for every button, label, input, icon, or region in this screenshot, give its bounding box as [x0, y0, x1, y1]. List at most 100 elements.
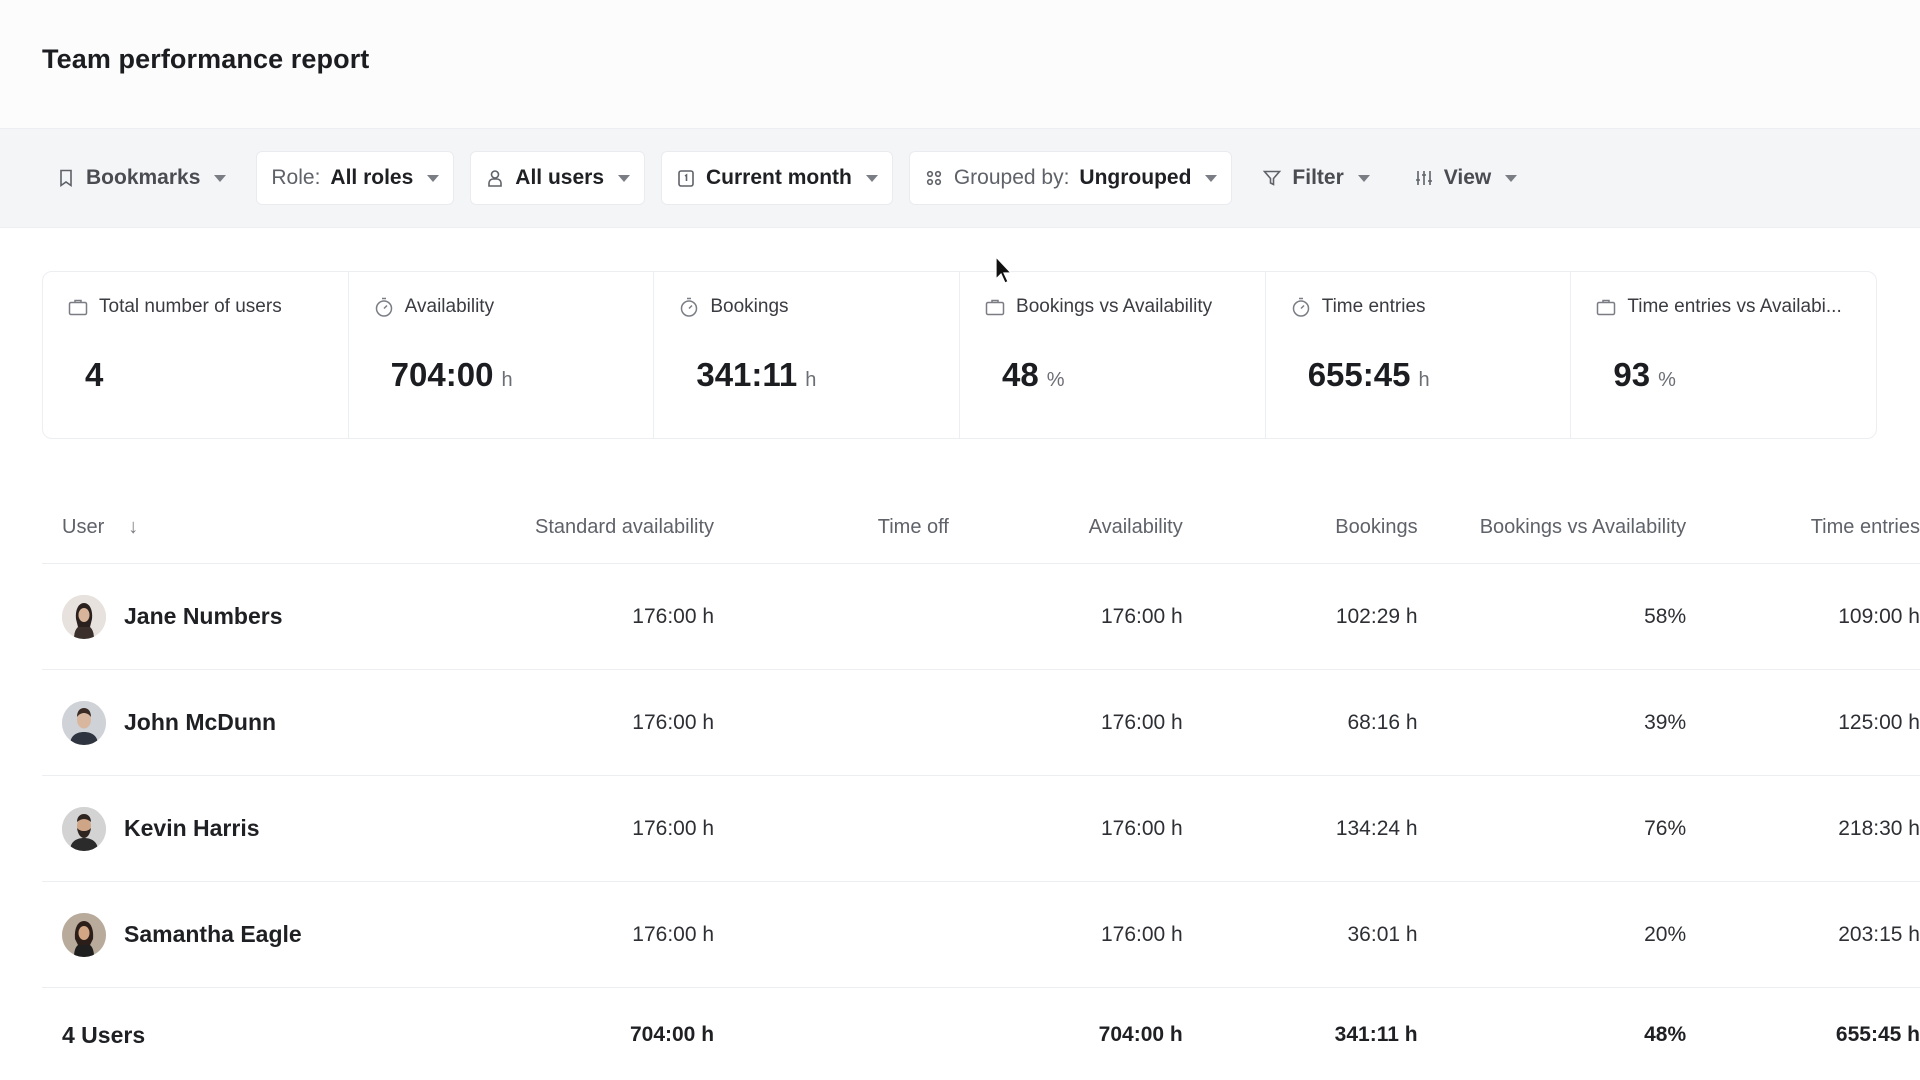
table-total-row: 4 Users 704:00 h 704:00 h 341:11 h 48% 6… [42, 988, 1920, 1080]
stat-card-availability: Availability 704:00 h [349, 272, 655, 438]
bookmark-icon [56, 168, 76, 188]
table-row[interactable]: Kevin Harris 176:00 h 176:00 h 134:24 h … [42, 776, 1920, 882]
bookings-vs-availability-cell: 20% [1644, 922, 1687, 946]
bookmarks-label: Bookmarks [86, 166, 201, 189]
availability-cell: 176:00 h [1100, 604, 1183, 628]
filter-label: Filter [1292, 166, 1344, 189]
table-header: User ↓ Standard availability Time off Av… [42, 492, 1920, 564]
time-entries-cell: 203:15 h [1838, 922, 1920, 946]
report-toolbar: Bookmarks Role: All roles All users Curr… [0, 128, 1920, 228]
user-icon [485, 168, 505, 188]
chevron-down-icon [1205, 174, 1218, 182]
users-filter-label: All users [515, 166, 605, 189]
stopwatch-icon [678, 296, 700, 318]
total-standard-availability: 704:00 h [629, 1023, 715, 1046]
standard-availability-cell: 176:00 h [632, 922, 715, 946]
user-name[interactable]: Samantha Eagle [124, 921, 302, 947]
bookings-vs-availability-cell: 39% [1644, 710, 1687, 734]
avatar [62, 594, 106, 639]
view-label: View [1443, 166, 1492, 189]
stat-label: Bookings vs Availability [1016, 296, 1213, 317]
stat-value: 655:45 [1307, 356, 1411, 393]
availability-cell: 176:00 h [1100, 710, 1183, 734]
column-header-bookings[interactable]: Bookings [1335, 516, 1418, 538]
stat-unit: h [501, 369, 513, 391]
chevron-down-icon [865, 174, 878, 182]
avatar [62, 912, 106, 957]
stat-value: 341:11 [696, 356, 798, 393]
time-entries-cell: 109:00 h [1838, 604, 1920, 628]
filter-dropdown[interactable]: Filter [1248, 151, 1383, 205]
column-header-bookings-vs-availability[interactable]: Bookings vs Availability [1479, 516, 1687, 538]
filter-icon [1262, 168, 1282, 188]
total-availability: 704:00 h [1098, 1023, 1183, 1046]
bookings-cell: 134:24 h [1335, 816, 1418, 840]
stat-card-time-entries-vs-availability: Time entries vs Availabi... 93 % [1571, 272, 1876, 438]
table-row[interactable]: Samantha Eagle 176:00 h 176:00 h 36:01 h… [42, 882, 1920, 988]
total-users-label: 4 Users [62, 1021, 146, 1048]
stat-unit: h [805, 369, 817, 391]
period-dropdown[interactable]: Current month [661, 151, 893, 205]
chevron-down-icon [427, 174, 440, 182]
user-name[interactable]: Kevin Harris [124, 815, 260, 841]
role-filter-prefix: Role: [271, 166, 321, 189]
availability-cell: 176:00 h [1100, 816, 1183, 840]
stat-unit: h [1418, 369, 1430, 391]
grid-icon [924, 168, 944, 188]
user-name[interactable]: John McDunn [124, 709, 277, 735]
standard-availability-cell: 176:00 h [632, 604, 715, 628]
group-by-dropdown[interactable]: Grouped by: Ungrouped [908, 151, 1233, 205]
page-header: Team performance report [0, 0, 1920, 128]
user-name[interactable]: Jane Numbers [124, 603, 283, 629]
stat-label: Bookings [710, 296, 789, 317]
stat-card-bookings-vs-availability: Bookings vs Availability 48 % [960, 272, 1266, 438]
chevron-down-icon [618, 174, 631, 182]
stat-card-bookings: Bookings 341:11 h [654, 272, 961, 438]
stat-unit: % [1046, 369, 1065, 391]
briefcase-icon [67, 296, 89, 318]
group-by-value: Ungrouped [1079, 166, 1192, 189]
view-dropdown[interactable]: View [1400, 151, 1531, 205]
group-by-prefix: Grouped by: [953, 166, 1070, 189]
summary-stats: Total number of users 4 Availability 704… [42, 271, 1877, 439]
stat-value: 48 [1002, 356, 1039, 393]
stopwatch-icon [373, 296, 395, 318]
column-header-time-off[interactable]: Time off [877, 516, 949, 538]
sort-descending-icon[interactable]: ↓ [128, 516, 139, 538]
stat-value: 704:00 [390, 356, 494, 393]
period-label: Current month [706, 166, 852, 189]
column-header-user[interactable]: User ↓ [42, 516, 508, 539]
total-bookings-vs-availability: 48% [1644, 1023, 1687, 1046]
time-entries-cell: 218:30 h [1838, 816, 1920, 840]
chevron-down-icon [1505, 174, 1518, 182]
table-row[interactable]: John McDunn 176:00 h 176:00 h 68:16 h 39… [42, 670, 1920, 776]
avatar [62, 700, 106, 745]
users-filter-dropdown[interactable]: All users [470, 151, 646, 205]
column-header-standard-availability[interactable]: Standard availability [535, 516, 715, 538]
column-header-availability[interactable]: Availability [1088, 516, 1183, 538]
stat-value: 4 [85, 356, 104, 393]
time-entries-cell: 125:00 h [1838, 710, 1920, 734]
table-row[interactable]: Jane Numbers 176:00 h 176:00 h 102:29 h … [42, 564, 1920, 670]
column-header-time-entries[interactable]: Time entries [1810, 516, 1920, 538]
standard-availability-cell: 176:00 h [632, 710, 715, 734]
stopwatch-icon [1290, 296, 1312, 318]
stat-card-time-entries: Time entries 655:45 h [1266, 272, 1572, 438]
stat-value: 93 [1613, 356, 1651, 393]
stat-label: Time entries [1321, 296, 1426, 317]
briefcase-icon [1595, 296, 1617, 318]
standard-availability-cell: 176:00 h [632, 816, 715, 840]
bookmarks-dropdown[interactable]: Bookmarks [42, 151, 240, 205]
availability-cell: 176:00 h [1100, 922, 1183, 946]
chevron-down-icon [1357, 174, 1370, 182]
role-filter-dropdown[interactable]: Role: All roles [256, 151, 455, 205]
sliders-icon [1414, 168, 1434, 188]
stat-label: Availability [404, 296, 495, 317]
bookings-cell: 102:29 h [1335, 604, 1418, 628]
role-filter-value: All roles [330, 166, 414, 189]
stat-label: Total number of users [99, 296, 282, 317]
avatar [62, 806, 106, 851]
column-header-label: User [62, 516, 105, 538]
bookings-cell: 36:01 h [1347, 922, 1418, 946]
performance-table: User ↓ Standard availability Time off Av… [42, 492, 1920, 1080]
